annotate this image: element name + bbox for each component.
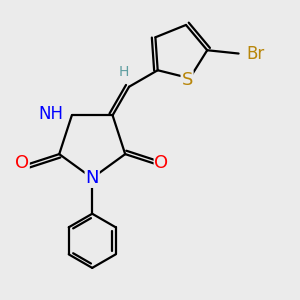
Text: S: S	[182, 71, 193, 89]
Text: Br: Br	[247, 44, 265, 62]
Text: NH: NH	[39, 105, 64, 123]
Text: H: H	[119, 65, 129, 79]
Text: N: N	[85, 169, 99, 187]
Text: O: O	[154, 154, 169, 172]
Text: O: O	[15, 154, 29, 172]
